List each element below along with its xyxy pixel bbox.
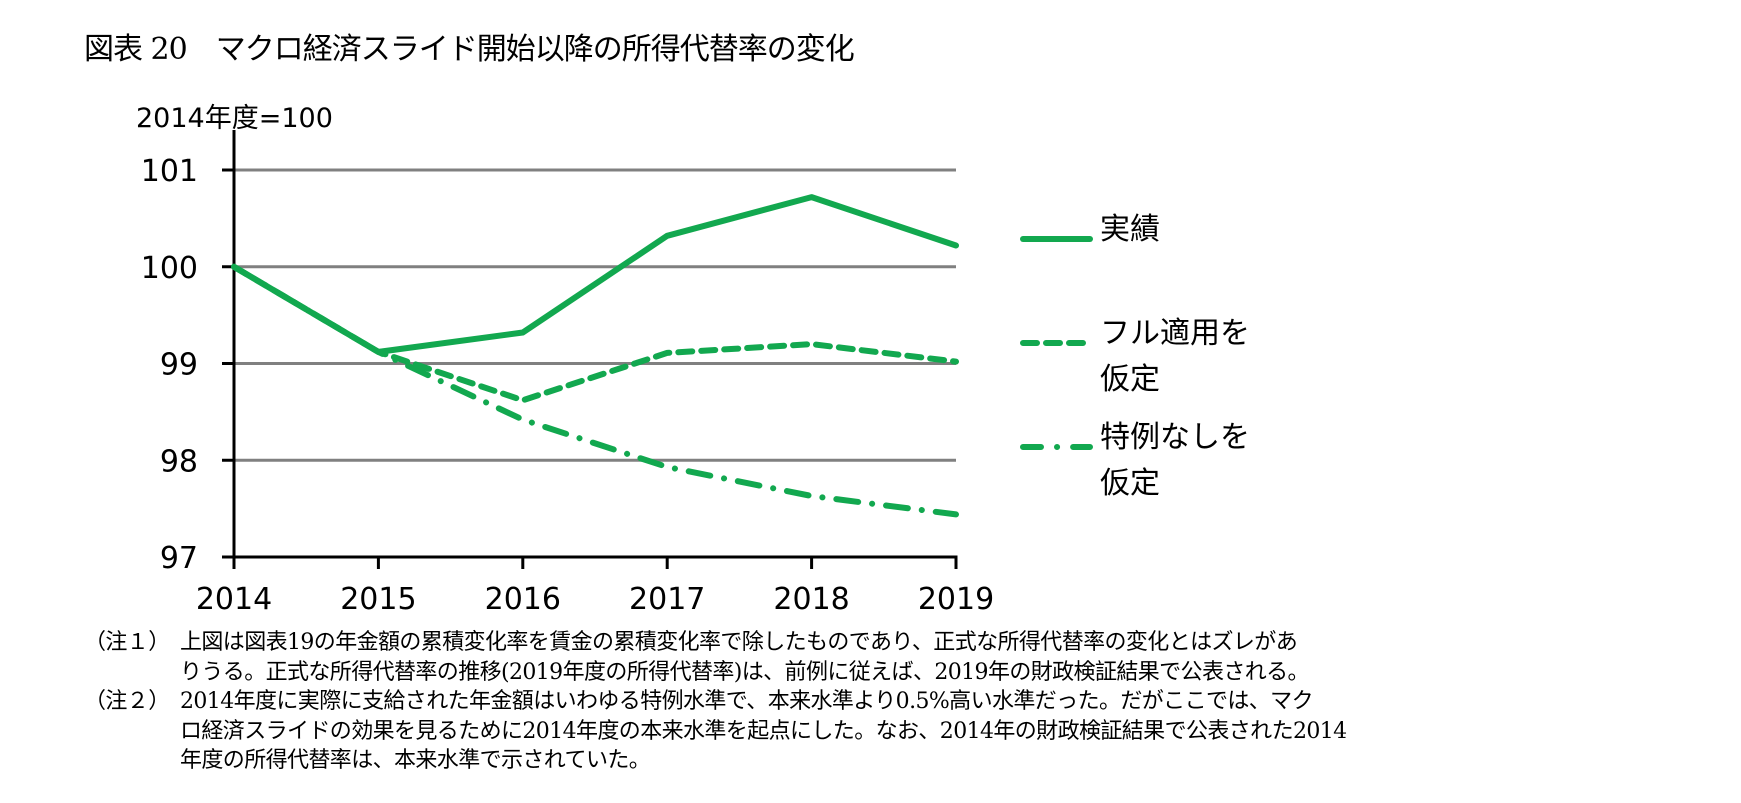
note-line: りうる。正式な所得代替率の推移(2019年度の所得代替率)は、前例に従えば、20… <box>180 659 1310 685</box>
note-2: （注２） 2014年度に実際に支給された年金額はいわゆる特例水準で、本来水準より… <box>84 687 1710 776</box>
series-line-3 <box>231 263 959 518</box>
series-lines <box>231 194 959 518</box>
note-label: （注１） <box>84 630 170 655</box>
legend-label: 仮定 <box>1100 362 1160 397</box>
legend-item-1: 実績 <box>1100 207 1160 253</box>
note-line: 上図は図表19の年金額の累積変化率を賃金の累積変化率で除したものであり、正式な所… <box>180 630 1298 655</box>
legend-label: 実績 <box>1100 212 1160 247</box>
legend-label: 特例なしを <box>1100 420 1250 455</box>
legend-label: フル適用を <box>1100 316 1250 351</box>
note-1: （注１） 上図は図表19の年金額の累積変化率を賃金の累積変化率で除したものであり… <box>84 628 1710 687</box>
y-tick-label: 101 <box>141 154 198 189</box>
note-line: 年度の所得代替率は、本来水準で示されていた。 <box>180 748 651 773</box>
x-tick-label: 2017 <box>629 582 705 617</box>
x-tick-label: 2016 <box>485 582 561 617</box>
legend-label: 仮定 <box>1100 466 1160 501</box>
note-line: ロ経済スライドの効果を見るために2014年度の本来水準を起点にした。なお、201… <box>180 718 1347 744</box>
x-tick-label: 2015 <box>340 582 416 617</box>
line-chart: 97 98 99 100 101 2014 2015 2016 2017 2018 2019 <box>141 130 1093 617</box>
y-tick-label: 97 <box>160 541 198 576</box>
notes: （注１） 上図は図表19の年金額の累積変化率を賃金の累積変化率で除したものであり… <box>84 628 1710 776</box>
y-tick-label: 100 <box>141 251 198 286</box>
grid-lines <box>234 168 956 462</box>
x-tick-label: 2019 <box>918 582 994 617</box>
note-line: 2014年度に実際に支給された年金額はいわゆる特例水準で、本来水準より0.5%高… <box>180 689 1314 714</box>
tick-labels: 97 98 99 100 101 2014 2015 2016 2017 2018 2019 <box>141 154 994 617</box>
x-tick-label: 2018 <box>773 582 849 617</box>
legend-swatches <box>1020 236 1093 450</box>
y-tick-label: 98 <box>160 444 198 479</box>
legend-item-2: フル適用を 仮定 <box>1100 311 1250 403</box>
x-tick-label: 2014 <box>196 582 272 617</box>
legend-item-3: 特例なしを 仮定 <box>1100 415 1250 507</box>
note-label: （注２） <box>84 689 170 714</box>
figure-title: 図表 20 マクロ経済スライド開始以降の所得代替率の変化 <box>84 32 855 67</box>
series-line-1 <box>231 194 959 355</box>
y-tick-label: 99 <box>160 348 198 383</box>
y-axis-unit-label: 2014年度=100 <box>136 103 333 134</box>
